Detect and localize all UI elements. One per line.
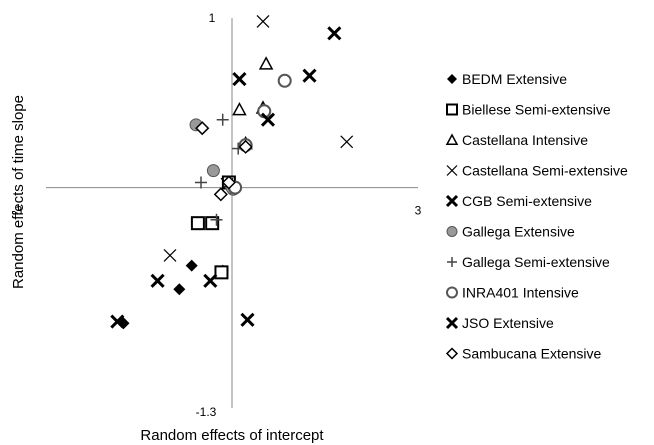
legend-marker-sambucana-extensive	[445, 347, 459, 360]
x-tick-label-max: 3	[415, 204, 422, 218]
legend-label-jso-extensive: JSO Extensive	[462, 315, 554, 331]
y-tick-label-min: -1.3	[196, 405, 217, 419]
legend-marker-biellese-semi-extensive	[446, 103, 458, 116]
y-axis-label: Random effects of time slope	[10, 95, 27, 289]
point-cgb-semi-extensive-1	[150, 273, 165, 288]
legend-marker-inra401-intensive	[446, 286, 458, 299]
y-tick-label-max: 1	[209, 11, 216, 25]
legend-item-inra401-intensive: INRA401 Intensive	[446, 285, 579, 301]
legend-label-bedm-extensive: BEDM Extensive	[462, 71, 567, 87]
point-sambucana-extensive-2	[238, 139, 253, 154]
legend-marker-jso-extensive	[445, 316, 459, 330]
legend-label-cgb-semi-extensive: CGB Semi-extensive	[462, 193, 592, 209]
legend-label-inra401-intensive: INRA401 Intensive	[462, 285, 579, 301]
point-gallega-extensive-2	[206, 164, 220, 178]
point-sambucana-extensive-4	[221, 175, 236, 190]
data-points	[110, 14, 354, 330]
point-cgb-semi-extensive-2	[203, 273, 218, 288]
legend-marker-gallega-extensive	[446, 226, 458, 237]
legend-item-castellana-semi-extensive: Castellana Semi-extensive	[446, 163, 628, 179]
legend-item-jso-extensive: JSO Extensive	[445, 315, 554, 331]
legend-marker-gallega-semi-extensive	[447, 257, 457, 267]
legend: BEDM Extensive Biellese Semi-extensive Cas…	[445, 71, 628, 362]
point-gallega-semi-extensive-2	[195, 176, 207, 189]
point-bedm-extensive-1	[185, 259, 198, 272]
legend-label-gallega-semi-extensive: Gallega Semi-extensive	[462, 254, 610, 270]
point-castellana-semi-extensive-1	[256, 14, 270, 28]
legend-marker-castellana-intensive	[445, 133, 459, 145]
legend-marker-cgb-semi-extensive	[445, 194, 459, 208]
point-sambucana-extensive-1	[195, 121, 210, 136]
point-castellana-semi-extensive-2	[340, 135, 354, 149]
point-jso-extensive-2	[302, 68, 317, 83]
point-biellese-semi-extensive-4	[214, 265, 229, 280]
legend-item-biellese-semi-extensive: Biellese Semi-extensive	[446, 102, 611, 118]
legend-item-gallega-extensive: Gallega Extensive	[446, 224, 575, 240]
legend-label-castellana-intensive: Castellana Intensive	[462, 132, 588, 148]
legend-item-cgb-semi-extensive: CGB Semi-extensive	[445, 193, 592, 209]
point-castellana-intensive-3	[232, 101, 247, 116]
legend-item-castellana-intensive: Castellana Intensive	[445, 132, 588, 148]
x-axis-label: Random effects of intercept	[140, 427, 324, 444]
legend-item-bedm-extensive: BEDM Extensive	[447, 71, 567, 87]
legend-marker-castellana-semi-extensive	[446, 165, 458, 176]
x-tick-label-min: -3	[12, 204, 23, 218]
legend-marker-bedm-extensive	[447, 74, 457, 84]
legend-label-castellana-semi-extensive: Castellana Semi-extensive	[462, 163, 628, 179]
point-inra401-intensive-1	[277, 73, 292, 88]
point-bedm-extensive-2	[173, 283, 186, 296]
axes	[46, 18, 418, 408]
legend-label-sambucana-extensive: Sambucana Extensive	[462, 346, 602, 362]
point-cgb-semi-extensive-3	[110, 314, 125, 329]
point-jso-extensive-3	[232, 71, 247, 87]
point-cgb-semi-extensive-4	[240, 312, 255, 327]
legend-label-gallega-extensive: Gallega Extensive	[462, 224, 575, 240]
point-biellese-semi-extensive-2	[190, 216, 205, 231]
point-castellana-semi-extensive-3	[163, 248, 177, 262]
point-jso-extensive-4	[260, 112, 276, 127]
legend-label-biellese-semi-extensive: Biellese Semi-extensive	[462, 102, 611, 118]
point-gallega-semi-extensive-1	[216, 113, 229, 126]
legend-item-sambucana-extensive: Sambucana Extensive	[445, 346, 602, 362]
point-gallega-semi-extensive-3	[210, 213, 223, 226]
point-castellana-intensive-1	[258, 56, 274, 70]
point-sambucana-extensive-3	[213, 187, 228, 202]
point-jso-extensive-1	[327, 26, 342, 41]
legend-item-gallega-semi-extensive: Gallega Semi-extensive	[447, 254, 610, 270]
